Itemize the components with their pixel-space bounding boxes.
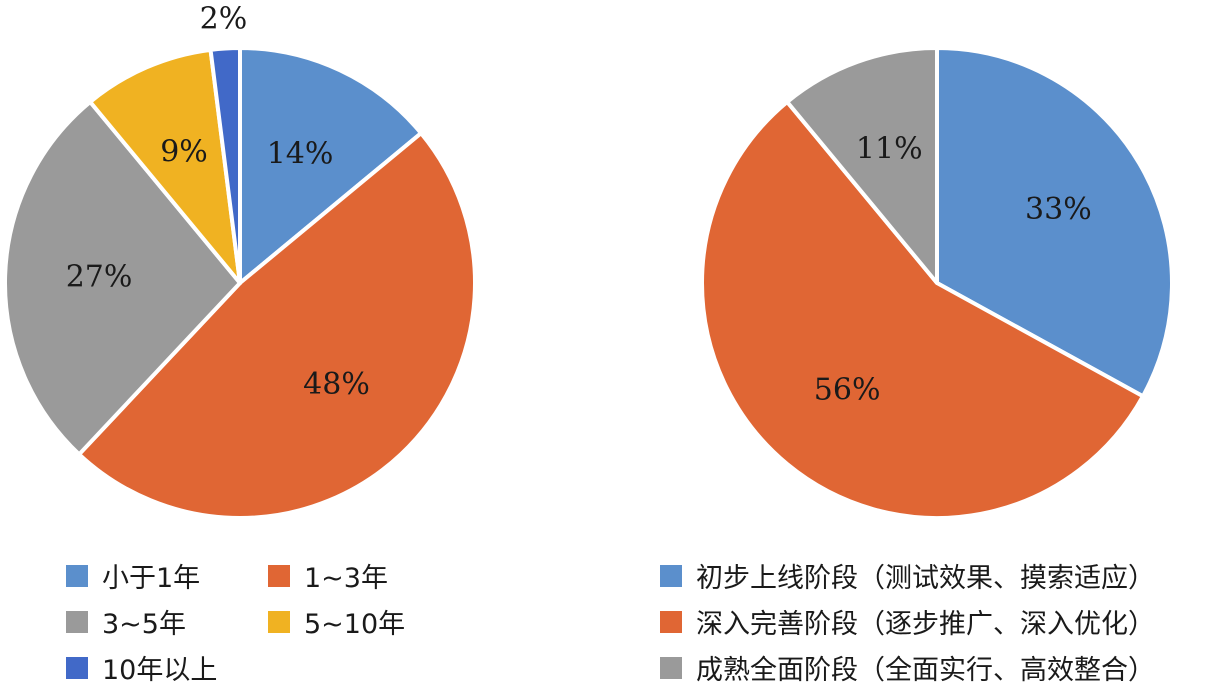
slice-data-label: 56% xyxy=(814,373,881,408)
legend-label: 1~3年 xyxy=(304,563,388,594)
legend-swatch xyxy=(660,610,682,633)
legend-item-1to3: 1~3年 xyxy=(268,556,388,595)
legend-label: 3~5年 xyxy=(102,609,186,640)
legend-item-initial: 初步上线阶段（测试效果、摸索适应） xyxy=(660,556,1155,595)
slice-data-label: 27% xyxy=(66,260,133,295)
legend-swatch xyxy=(66,610,88,633)
legend-item-10plus: 10年以上 xyxy=(66,648,217,687)
slice-data-label: 9% xyxy=(160,135,208,170)
slice-data-label: 2% xyxy=(200,1,248,36)
legend-swatch xyxy=(660,564,682,587)
pie-slice xyxy=(785,46,939,285)
legend-swatch xyxy=(660,656,682,679)
slice-data-label: 14% xyxy=(267,136,334,171)
pie-slice xyxy=(88,47,242,285)
legend-swatch xyxy=(66,564,88,587)
legend-stage: 初步上线阶段（测试效果、摸索适应） 深入完善阶段（逐步推广、深入优化） 成熟全面… xyxy=(660,556,1225,686)
legend-swatch xyxy=(66,656,88,679)
legend-item-mature: 成熟全面阶段（全面实行、高效整合） xyxy=(660,648,1155,687)
legend-swatch xyxy=(268,564,290,587)
pie-chart-stage: 33% 56% 11% xyxy=(700,46,1174,520)
pie-slice xyxy=(238,46,424,285)
pie-slice xyxy=(208,46,242,285)
legend-label: 初步上线阶段（测试效果、摸索适应） xyxy=(696,563,1155,594)
legend-tenure: 小于1年 1~3年 3~5年 5~10年 10年以上 xyxy=(66,556,506,686)
slice-data-label: 33% xyxy=(1025,192,1092,227)
pie-slice xyxy=(3,99,242,457)
pie-chart-tenure: 14% 48% 27% 9% 2% xyxy=(3,1,477,521)
legend-label: 深入完善阶段（逐步推广、深入优化） xyxy=(696,609,1155,640)
legend-item-3to5: 3~5年 xyxy=(66,602,186,641)
slice-data-label: 48% xyxy=(303,367,370,402)
pie-slice xyxy=(935,46,1174,399)
legend-item-5to10: 5~10年 xyxy=(268,602,405,641)
legend-label: 5~10年 xyxy=(304,609,406,640)
pie-slice xyxy=(77,131,477,521)
legend-item-deepening: 深入完善阶段（逐步推广、深入优化） xyxy=(660,602,1155,641)
legend-label: 10年以上 xyxy=(102,655,218,686)
slice-data-label: 11% xyxy=(856,131,923,166)
legend-item-lt1: 小于1年 xyxy=(66,556,200,595)
legend-label: 成熟全面阶段（全面实行、高效整合） xyxy=(696,655,1155,686)
pie-slice xyxy=(700,99,1145,520)
legend-label: 小于1年 xyxy=(102,563,201,594)
legend-swatch xyxy=(268,610,290,633)
